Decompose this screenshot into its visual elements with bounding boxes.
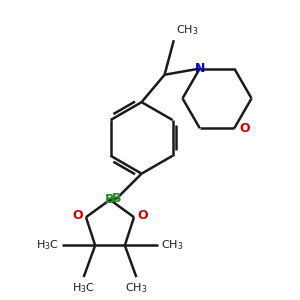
Text: B: B	[105, 193, 115, 206]
Text: H$_3$C: H$_3$C	[36, 238, 58, 252]
Text: CH$_3$: CH$_3$	[161, 238, 184, 252]
Text: O: O	[72, 208, 83, 222]
Text: CH$_3$: CH$_3$	[125, 281, 148, 295]
Text: B: B	[112, 192, 121, 206]
Text: N: N	[195, 62, 205, 75]
Text: H$_3$C: H$_3$C	[72, 281, 95, 295]
Text: O: O	[239, 122, 250, 135]
Text: O: O	[137, 208, 148, 222]
Text: CH$_3$: CH$_3$	[176, 23, 198, 37]
